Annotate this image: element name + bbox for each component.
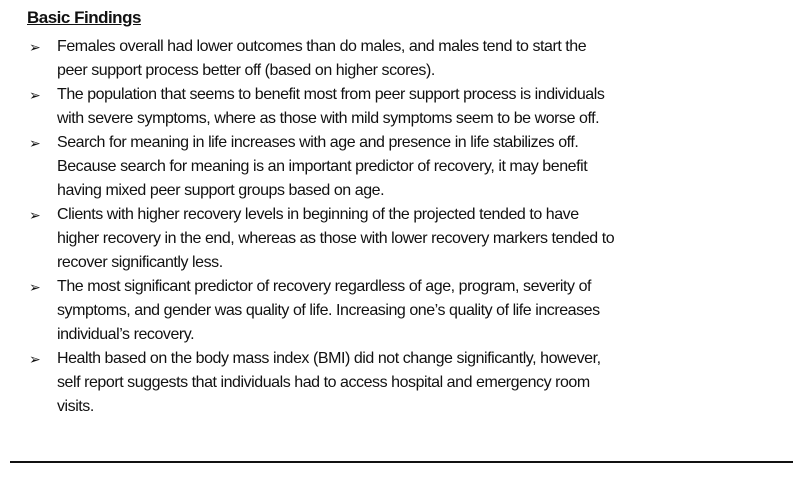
finding-text-line: Females overall had lower outcomes than … [57,38,587,55]
finding-item: ➢ The population that seems to benefit mo… [0,83,803,131]
finding-item: ➢ Females overall had lower outcomes than… [0,35,803,83]
arrow-bullet-icon: ➢ [29,279,41,295]
arrow-bullet-icon: ➢ [29,135,41,151]
finding-text-line: symptoms, and gender was quality of life… [57,302,600,319]
arrow-bullet-icon: ➢ [29,351,41,367]
finding-text-line: having mixed peer support groups based o… [57,182,385,199]
finding-text-line: Because search for meaning is an importa… [57,158,588,175]
arrow-bullet-icon: ➢ [29,87,41,103]
arrow-bullet-icon: ➢ [29,39,41,55]
finding-text-line: recover significantly less. [57,254,223,271]
finding-text-line: The population that seems to benefit mos… [57,86,605,103]
finding-text-line: self report suggests that individuals ha… [57,374,590,391]
finding-item: ➢ Clients with higher recovery levels in … [0,203,803,275]
findings-list: ➢ Females overall had lower outcomes than… [0,35,803,419]
finding-text-line: Search for meaning in life increases wit… [57,134,579,151]
finding-text-line: higher recovery in the end, whereas as t… [57,230,615,247]
finding-item: ➢ Health based on the body mass index (BM… [0,347,803,419]
finding-text-line: visits. [57,398,94,415]
horizontal-rule [10,461,793,463]
finding-text-line: peer support process better off (based o… [57,62,435,79]
finding-text-line: The most significant predictor of recove… [57,278,592,295]
finding-text-line: with severe symptoms, where as those wit… [57,110,600,127]
arrow-bullet-icon: ➢ [29,207,41,223]
finding-item: ➢ Search for meaning in life increases wi… [0,131,803,203]
finding-text-line: Health based on the body mass index (BMI… [57,350,601,367]
finding-text-line: Clients with higher recovery levels in b… [57,206,579,223]
finding-item: ➢ The most significant predictor of recov… [0,275,803,347]
section-title: Basic Findings [27,8,141,27]
finding-text-line: individual’s recovery. [57,326,195,343]
